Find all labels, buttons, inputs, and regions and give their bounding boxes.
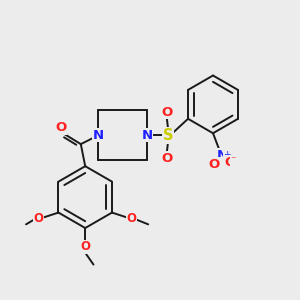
- Text: O: O: [55, 121, 66, 134]
- Text: O: O: [209, 158, 220, 171]
- Text: O: O: [34, 212, 44, 225]
- Text: S: S: [163, 128, 173, 143]
- Text: N: N: [142, 129, 153, 142]
- Text: O: O: [80, 240, 90, 254]
- Text: O: O: [161, 106, 172, 119]
- Text: N: N: [216, 149, 227, 162]
- Text: O: O: [161, 152, 172, 165]
- Text: +: +: [224, 150, 231, 159]
- Text: O: O: [127, 212, 137, 225]
- Text: ⁻: ⁻: [230, 155, 236, 165]
- Text: N: N: [93, 129, 104, 142]
- Text: O: O: [224, 156, 235, 169]
